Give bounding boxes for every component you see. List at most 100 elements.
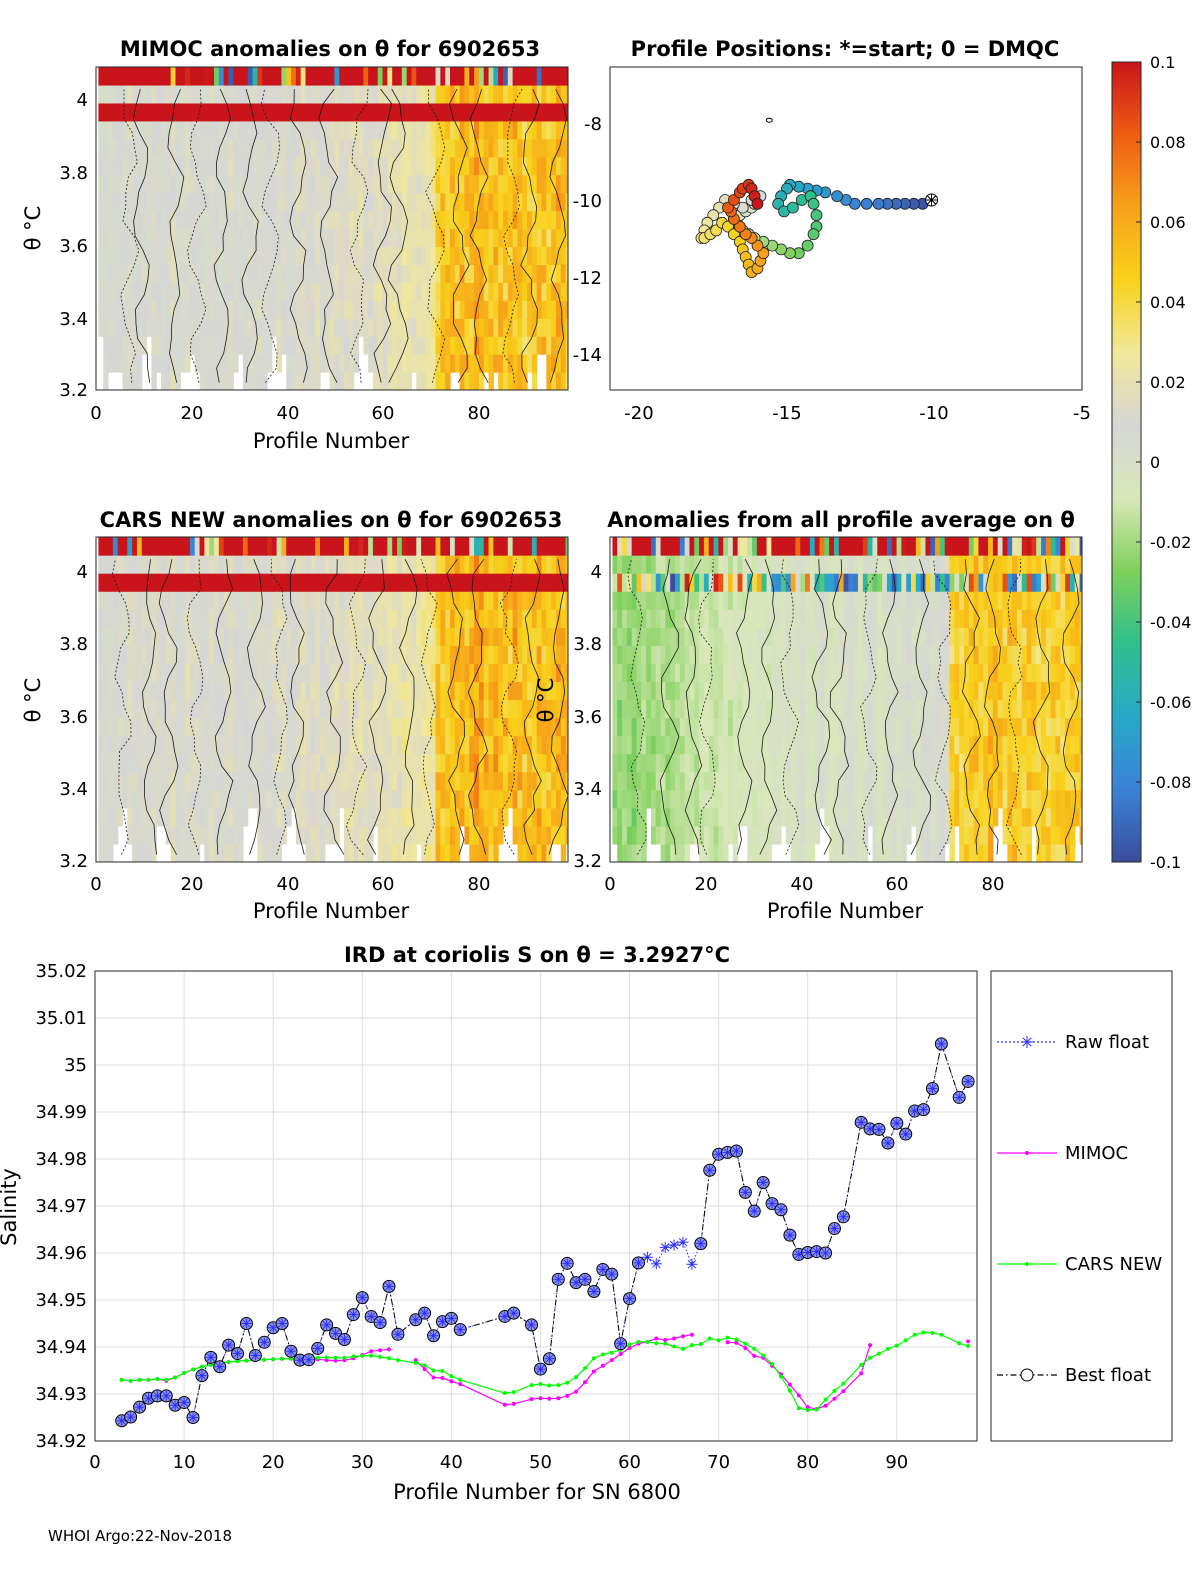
heatmap-cell — [185, 210, 191, 230]
heatmap-cell — [450, 210, 456, 230]
heatmap-cell — [527, 174, 533, 194]
heatmap-cell — [199, 84, 205, 104]
heatmap-cell — [214, 138, 220, 158]
heatmap-cell — [469, 67, 475, 86]
heatmap-cell — [531, 771, 538, 791]
heatmap-cell — [286, 300, 292, 319]
heatmap-cell — [377, 156, 384, 176]
heatmap-cell — [925, 753, 931, 773]
heatmap-cell — [151, 67, 157, 86]
heatmap-cell — [737, 753, 744, 773]
heatmap-cell — [631, 807, 638, 827]
heatmap-cell — [315, 645, 321, 664]
heatmap-cell — [689, 555, 695, 574]
heatmap-cell — [973, 735, 980, 755]
heatmap-cell — [493, 192, 499, 212]
heatmap-cell — [551, 591, 557, 610]
heatmap-cell — [112, 753, 119, 773]
heatmap-cell — [382, 753, 388, 773]
heatmap-cell — [935, 573, 941, 592]
heatmap-cell — [214, 789, 220, 809]
heatmap-cell — [824, 681, 830, 701]
heatmap-cell — [752, 537, 758, 556]
heatmap-cell — [344, 771, 350, 791]
heatmap-cell — [416, 210, 422, 230]
heatmap-cell — [132, 807, 138, 827]
heatmap-cell — [344, 210, 350, 230]
heatmap-cell — [421, 138, 427, 158]
heatmap-cell — [546, 573, 552, 592]
heatmap-cell — [319, 825, 326, 845]
heatmap-cell — [761, 843, 768, 862]
heatmap-cell — [315, 627, 321, 646]
heatmap-cell — [185, 537, 191, 556]
heatmap-cell — [291, 246, 297, 265]
heatmap-cell — [117, 192, 124, 212]
heatmap-cell — [194, 555, 201, 574]
heatmap-cell — [723, 573, 729, 592]
heatmap-cell — [262, 192, 268, 212]
heatmap-cell — [344, 336, 350, 355]
heatmap-cell — [185, 735, 191, 755]
heatmap-cell — [262, 807, 268, 827]
heatmap-cell — [498, 699, 504, 719]
heatmap-cell — [175, 102, 181, 122]
heatmap-cell — [218, 138, 225, 158]
heatmap-cell — [161, 282, 167, 301]
heatmap-cell — [517, 753, 523, 773]
heatmap-cell — [247, 627, 254, 646]
heatmap-cell — [867, 753, 874, 773]
heatmap-cell — [824, 555, 830, 574]
heatmap-cell — [454, 663, 461, 683]
heatmap-cell — [401, 174, 408, 194]
heatmap-cell — [445, 318, 451, 337]
heatmap-cell — [541, 663, 547, 683]
heatmap-cell — [382, 264, 388, 283]
heatmap-cell — [324, 318, 331, 337]
heatmap-cell — [517, 663, 523, 683]
heatmap-cell — [829, 555, 835, 574]
heatmap-cell — [315, 318, 321, 337]
heatmap-cell — [670, 537, 676, 556]
heatmap-cell — [127, 789, 133, 809]
heatmap-cell — [867, 609, 874, 628]
heatmap-cell — [199, 591, 205, 610]
heatmap-cell — [522, 663, 528, 683]
heatmap-cell — [411, 246, 417, 265]
heatmap-cell — [959, 681, 965, 701]
heatmap-cell — [136, 825, 143, 845]
heatmap-cell — [141, 174, 148, 194]
heatmap-cell — [464, 210, 470, 230]
heatmap-cell — [882, 717, 888, 737]
heatmap-cell — [954, 573, 960, 592]
heatmap-cell — [329, 591, 336, 610]
heatmap-cell — [397, 735, 403, 755]
heatmap-cell — [266, 282, 273, 301]
heatmap-cell — [146, 735, 152, 755]
heatmap-cell — [478, 156, 485, 176]
heatmap-cell — [339, 264, 345, 283]
heatmap-cell — [684, 825, 691, 845]
heatmap-cell — [517, 84, 523, 104]
heatmap-cell — [165, 138, 172, 158]
heatmap-cell — [358, 681, 364, 701]
heatmap-cell — [551, 174, 557, 194]
heatmap-cell — [636, 789, 642, 809]
heatmap-cell — [421, 843, 427, 862]
heatmap-cell — [877, 753, 883, 773]
heatmap-cell — [708, 825, 715, 845]
heatmap-cell — [930, 717, 936, 737]
heatmap-cell — [843, 807, 850, 827]
heatmap-cell — [334, 573, 340, 592]
heatmap-cell — [117, 609, 124, 628]
heatmap-cell — [896, 537, 902, 556]
heatmap-cell — [98, 573, 104, 592]
heatmap-cell — [170, 84, 177, 104]
heatmap-cell — [372, 228, 379, 248]
heatmap-cell — [531, 318, 538, 337]
heatmap-cell — [670, 699, 676, 719]
heatmap-cell — [626, 717, 633, 737]
heatmap-cell — [959, 735, 965, 755]
heatmap-cell — [546, 228, 552, 248]
heatmap-cell — [973, 609, 980, 628]
